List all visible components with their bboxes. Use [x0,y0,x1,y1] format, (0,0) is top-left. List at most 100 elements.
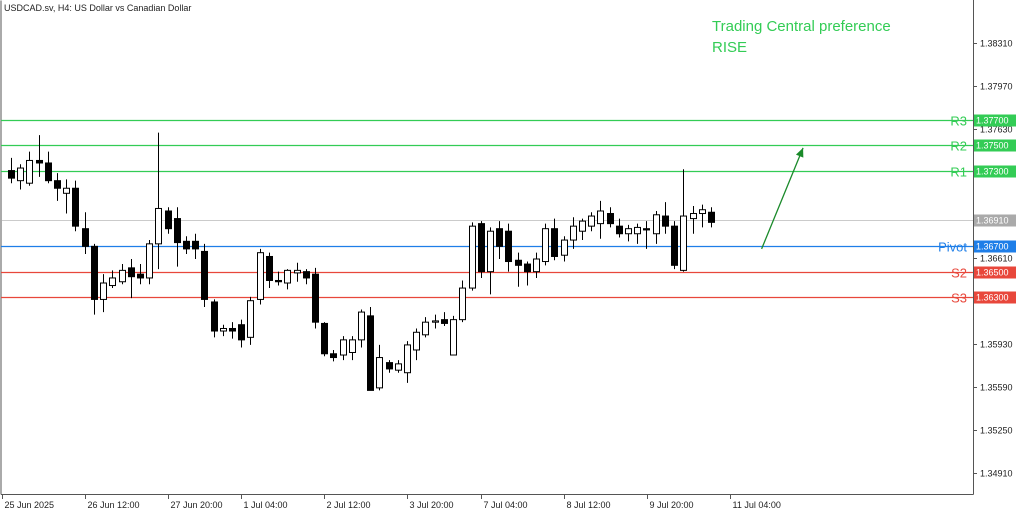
candle [551,218,558,261]
candle [515,252,522,287]
candle-body-down [367,315,374,391]
candle [653,210,660,244]
y-tick-label: 1.34910 [980,469,1013,479]
candle [699,204,706,228]
candle-body-down [303,271,310,279]
candle-body-down [321,322,328,355]
candle [330,349,337,362]
candle [220,324,227,337]
candle-body-up [469,225,476,289]
candle-body-down [524,263,531,273]
candle [211,299,218,338]
arrow-shaft [761,147,804,250]
candle-body-up [294,269,301,274]
candle [625,224,632,242]
candle [45,151,52,184]
level-name-r1: R1 [950,165,967,180]
candle-body-down [496,228,503,247]
candle [266,252,273,289]
candle-body-down [607,213,614,225]
candle [109,270,116,289]
candle [17,164,24,190]
candle [533,252,540,278]
candle-body-down [441,319,448,324]
candle-body-up [155,207,162,245]
candle-body-down [72,187,79,227]
candle [137,264,144,285]
x-tick-label: 2 Jul 12:00 [327,500,371,510]
candle [275,271,282,286]
y-tick-label: 1.37970 [980,82,1013,92]
candle [238,319,245,348]
level-name-s2: S2 [951,266,967,281]
candle-body-down [137,273,144,279]
candle-body-down [671,225,678,266]
candle [174,207,181,267]
candle-body-up [257,252,264,300]
candle [367,307,374,391]
candle-body-up [450,319,457,356]
candle [708,207,715,228]
candle-body-up [63,187,70,194]
candle [201,243,208,308]
x-tick-label: 8 Jul 12:00 [567,500,611,510]
y-tick-label: 1.37630 [980,125,1013,135]
candle-body-up [542,228,549,263]
candle [432,314,439,329]
candle [128,259,135,299]
x-tick-label: 27 Jun 20:00 [171,500,223,510]
candle-body-down [643,228,650,231]
candle-body-up [109,277,116,287]
x-tick-label: 11 Jul 04:00 [733,500,781,510]
candle [183,236,190,254]
candle-body-down [36,159,43,164]
x-tick-label: 25 Jun 2025 [5,500,55,510]
candle-body-down [45,162,52,182]
candle-body-down [478,223,485,273]
candle [690,205,697,234]
candle-body-up [247,300,254,338]
candle [146,240,153,285]
candle-body-up [680,215,687,271]
candle-body-up [653,214,660,235]
candle-body-down [8,170,15,179]
y-tick-label: 1.35590 [980,383,1013,393]
candle-body-up [561,239,568,256]
candle-body-up [119,269,126,283]
candle-body-up [579,220,586,232]
level-badge-r2 [974,139,1016,152]
candle-body-up [625,228,632,235]
candle-body-down [386,362,393,370]
candle [404,341,411,383]
y-tick-label: 1.38310 [980,39,1013,49]
candle [54,173,61,201]
candle-body-down [165,210,172,230]
candle-body-up [404,344,411,374]
level-value-s2: 1.36500 [976,268,1009,278]
candle [247,296,254,345]
candle-body-down [266,255,273,281]
candle [579,218,586,241]
candle-body-up [100,282,107,300]
preference-label: Trading Central preference [712,18,891,35]
candle [542,223,549,266]
candle [294,262,301,282]
candle [671,221,678,270]
x-tick-label: 1 Jul 04:00 [244,500,288,510]
candle [469,222,476,291]
candle-body-up [284,269,291,284]
level-value-r2: 1.37500 [976,141,1009,151]
chart-title: USDCAD.sv, H4: US Dollar vs Canadian Dol… [4,3,191,13]
y-tick-label: 1.36610 [980,254,1013,264]
candle-body-up [146,243,153,279]
x-tick-label: 26 Jun 12:00 [88,500,140,510]
candle [662,202,669,234]
candle-body-up [413,331,420,351]
candle-body-down [505,230,512,263]
y-tick-label: 1.35250 [980,426,1013,436]
candle [72,180,79,232]
candle [82,212,89,254]
candle [358,309,365,348]
candle [257,248,264,305]
candle [680,169,687,272]
